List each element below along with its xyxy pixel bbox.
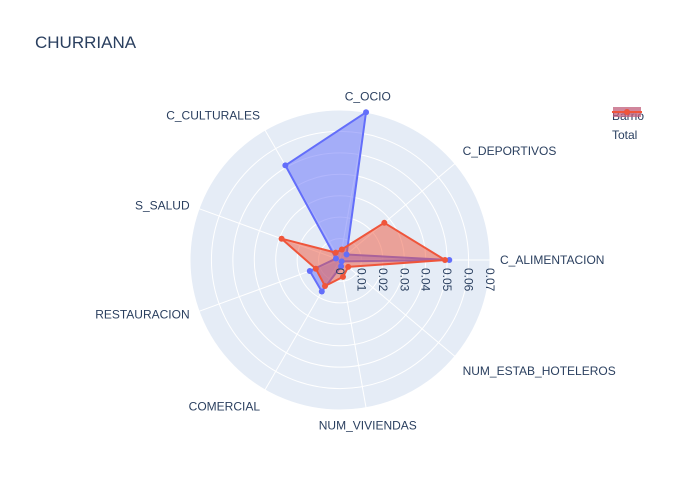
radial-tick-label-5: 0.05 <box>440 268 454 292</box>
point-barrio-restauracion <box>306 267 313 274</box>
category-label-num_viviendas: NUM_VIVIENDAS <box>319 419 417 433</box>
point-total-num_viviendas <box>339 273 346 280</box>
legend-item-total[interactable]: Total <box>612 107 644 144</box>
point-total-comercial <box>322 282 328 289</box>
radial-tick-label-3: 0.03 <box>397 268 411 292</box>
angular-gridline-7 <box>339 259 367 408</box>
category-label-restauracion: RESTAURACION <box>95 308 189 322</box>
category-label-c_alimentacion: C_ALIMENTACION <box>500 253 604 267</box>
legend-label-total: Total <box>612 127 638 142</box>
point-total-c_culturales <box>332 249 339 256</box>
point-total-c_alimentacion <box>442 257 448 263</box>
radial-tick-label-7: 0.07 <box>483 268 497 292</box>
series-area-total <box>280 221 446 287</box>
angular-gridline-8 <box>339 259 456 357</box>
point-total-restauracion <box>312 265 319 272</box>
radial-tick-label-1: 0.01 <box>354 268 368 292</box>
radial-tick-label-2: 0.02 <box>376 268 390 292</box>
radial-tick-label-4: 0.04 <box>419 268 433 292</box>
radial-tick-label-6: 0.06 <box>462 268 476 292</box>
category-label-c_deportivos: C_DEPORTIVOS <box>463 144 557 158</box>
category-label-num_estab_hoteleros: NUM_ESTAB_HOTELEROS <box>463 364 616 378</box>
point-total-num_estab_hoteleros <box>345 263 352 270</box>
category-label-comercial: COMERCIAL <box>189 400 261 414</box>
category-label-s_salud: S_SALUD <box>135 198 190 212</box>
point-barrio-num_viviendas <box>338 263 345 270</box>
radial-tick-label-0: 0 <box>333 268 347 275</box>
point-total-c_ocio <box>338 246 345 253</box>
point-total-s_salud <box>278 235 285 242</box>
point-barrio-c_deportivos <box>343 251 350 258</box>
category-label-c_culturales: C_CULTURALES <box>166 108 260 122</box>
chart-title: CHURRIANA <box>35 33 137 52</box>
point-barrio-num_estab_hoteleros <box>338 258 345 265</box>
point-barrio-comercial <box>318 288 325 295</box>
point-barrio-c_culturales <box>282 162 289 169</box>
category-label-c_ocio: C_OCIO <box>345 89 391 103</box>
legend-swatch-total <box>612 107 642 117</box>
legend: Barrio Total <box>612 106 644 144</box>
point-barrio-s_salud <box>332 255 339 262</box>
point-total-c_deportivos <box>381 219 388 226</box>
point-barrio-c_alimentacion <box>446 257 453 263</box>
point-barrio-c_ocio <box>363 109 370 116</box>
